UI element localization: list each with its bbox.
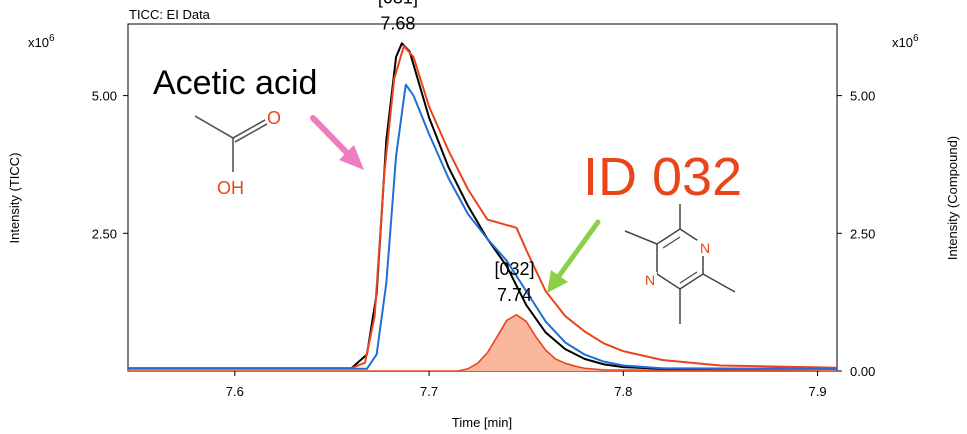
series-line-2 [128, 83, 837, 370]
series-layer [128, 42, 837, 371]
id-032-label: ID 032 [583, 147, 742, 207]
x-tick-label: 7.6 [226, 384, 244, 399]
y-right-tick-label: 2.50 [850, 226, 875, 241]
peak-time-label: 7.74 [497, 285, 532, 305]
acetic-acid-label: Acetic acid [153, 64, 317, 102]
pyrazine-n-top-label: N [700, 240, 710, 256]
y-axis-right-title: Intensity (Compound) [945, 136, 960, 260]
acetic-acid-structure-icon: O OH [194, 108, 281, 198]
peak-time-label: 7.68 [380, 13, 415, 33]
y-axis-left-title: Intensity (TICC) [7, 152, 22, 243]
green-arrow-icon [547, 219, 601, 293]
x-tick-label: 7.9 [809, 384, 827, 399]
y-right-tick-label: 5.00 [850, 89, 875, 104]
series-area-3 [128, 314, 837, 371]
acetic-o-label: O [267, 108, 281, 128]
acetic-oh-label: OH [217, 178, 244, 198]
x-axis-title: Time [min] [452, 415, 512, 430]
peak-label-layer: [031] 7.68 [032] 7.74 [378, 0, 535, 305]
chart-title: TICC: EI Data [129, 7, 211, 22]
x-tick-label: 7.8 [614, 384, 632, 399]
pink-arrow-icon [310, 115, 364, 170]
x-tick-label: 7.7 [420, 384, 438, 399]
y-left-tick-label: 5.00 [92, 89, 117, 104]
axes-layer: 7.6 7.7 7.8 7.9 2.50 5.00 0.00 2.50 5.00 [92, 89, 876, 399]
pyrazine-n-bottom-label: N [645, 272, 655, 288]
pyrazine-structure-icon: N N [624, 204, 736, 324]
left-scale-label: x106 [28, 33, 55, 50]
peak-id-label: [032] [494, 259, 534, 279]
series-line-3 [128, 313, 837, 371]
right-scale-label: x106 [892, 33, 919, 50]
y-right-tick-label: 0.00 [850, 364, 875, 379]
peak-id-label: [031] [378, 0, 418, 7]
y-left-tick-label: 2.50 [92, 226, 117, 241]
series-line-1 [128, 45, 837, 370]
